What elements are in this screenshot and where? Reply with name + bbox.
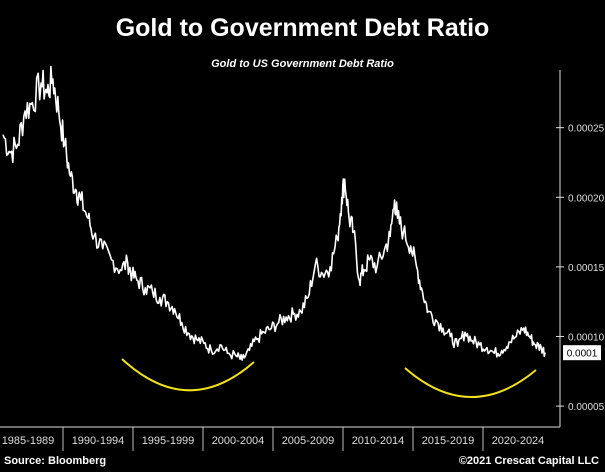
x-tick-label: 2000-2004 (212, 435, 265, 447)
x-tick-label: 1990-1994 (72, 435, 125, 447)
x-tick-label: 2010-2014 (352, 435, 405, 447)
y-tick-label: 0.00020 (568, 193, 605, 204)
y-axis: 0.00005 0.00010 0.00015 0.00020 0.00025 (556, 70, 605, 427)
trough-highlights (121, 358, 537, 398)
source-note: Source: Bloomberg (4, 455, 107, 467)
trough-arc-2010s (404, 367, 537, 398)
x-tick-label: 2015-2019 (422, 435, 475, 447)
latest-value-callout: 0.0001 (563, 345, 601, 361)
y-tick-label: 0.00010 (568, 332, 605, 343)
x-tick-label: 1985-1989 (2, 435, 55, 447)
x-axis: 1985-1989 1990-1994 1995-1999 2000-2004 2005… (0, 426, 560, 451)
trough-arc-1990s (121, 358, 255, 392)
x-tick-label: 1995-1999 (142, 435, 195, 447)
series-line (2, 65, 546, 361)
x-tick-label: 2005-2009 (282, 435, 335, 447)
series-layer (2, 65, 546, 361)
latest-value-box (563, 345, 601, 361)
copyright-note: ©2021 Crescat Capital LLC (458, 455, 599, 467)
x-tick-label: 2020-2024 (492, 435, 545, 447)
y-tick-label: 0.00005 (568, 402, 605, 413)
chart-subtitle: Gold to US Government Debt Ratio (211, 58, 394, 70)
latest-value-label: 0.0001 (567, 349, 598, 360)
chart-title: Gold to Government Debt Ratio (115, 14, 490, 42)
y-tick-label: 0.00015 (568, 263, 605, 274)
y-tick-label: 0.00025 (568, 124, 605, 135)
